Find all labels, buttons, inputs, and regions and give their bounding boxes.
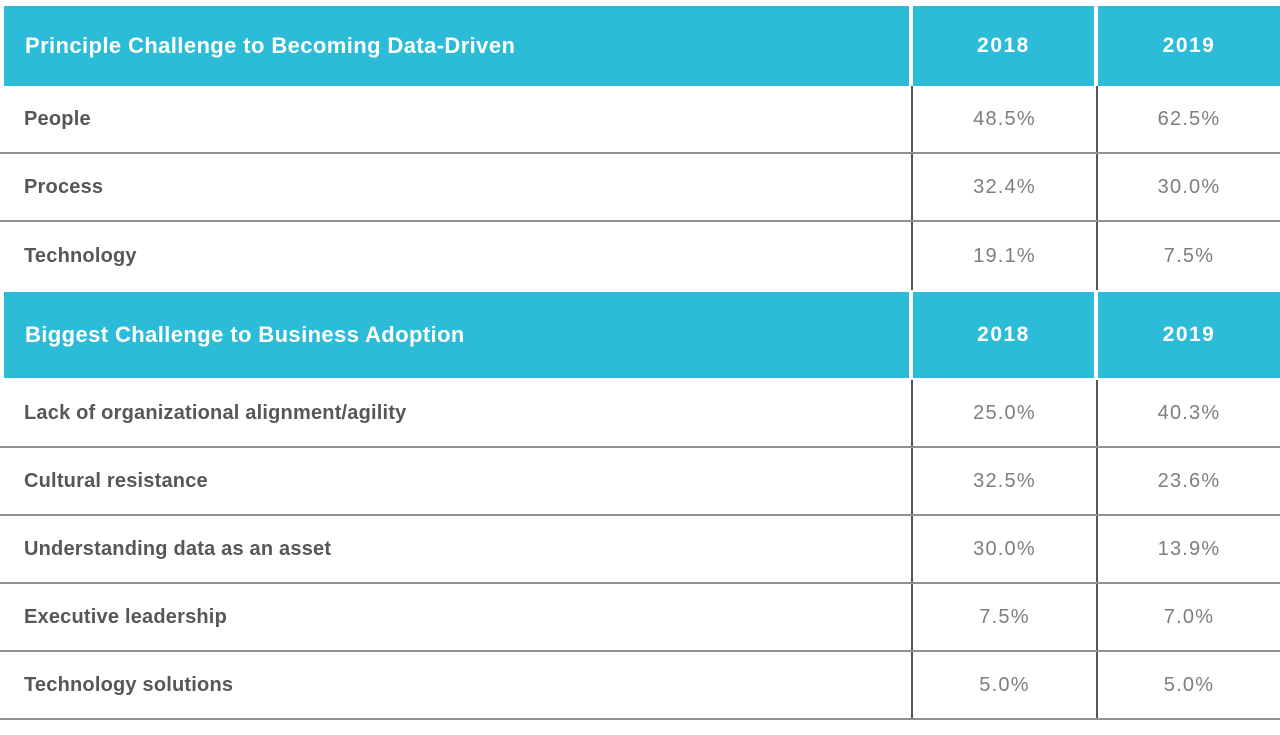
row-value-2019: 5.0% xyxy=(1096,652,1280,718)
challenges-table-figure: Principle Challenge to Becoming Data-Dri… xyxy=(0,6,1280,735)
table-row: Cultural resistance 32.5% 23.6% xyxy=(0,448,1280,516)
section-header-business-adoption: Biggest Challenge to Business Adoption 2… xyxy=(4,292,1280,378)
row-value-2019: 62.5% xyxy=(1096,86,1280,152)
row-label: Technology solutions xyxy=(24,673,234,696)
row-label: Cultural resistance xyxy=(24,469,208,492)
section-title: Principle Challenge to Becoming Data-Dri… xyxy=(4,6,909,86)
row-label: Process xyxy=(24,175,104,198)
row-label: Technology xyxy=(24,244,137,267)
section-title: Biggest Challenge to Business Adoption xyxy=(4,292,909,378)
row-value-2019: 40.3% xyxy=(1096,380,1280,446)
column-header-2019: 2019 xyxy=(1098,6,1280,86)
row-value-2018: 48.5% xyxy=(911,86,1096,152)
row-label: Lack of organizational alignment/agility xyxy=(24,401,407,424)
row-value-2019: 7.5% xyxy=(1096,222,1280,290)
row-value-2019: 30.0% xyxy=(1096,154,1280,220)
table-row: Lack of organizational alignment/agility… xyxy=(0,380,1280,448)
row-value-2018: 25.0% xyxy=(911,380,1096,446)
column-header-2018: 2018 xyxy=(913,292,1094,378)
table-row: Technology solutions 5.0% 5.0% xyxy=(0,652,1280,720)
row-value-2019: 13.9% xyxy=(1096,516,1280,582)
column-header-2018: 2018 xyxy=(913,6,1094,86)
row-value-2018: 5.0% xyxy=(911,652,1096,718)
table-row: People 48.5% 62.5% xyxy=(0,86,1280,154)
row-value-2019: 7.0% xyxy=(1096,584,1280,650)
row-value-2018: 7.5% xyxy=(911,584,1096,650)
row-label: Executive leadership xyxy=(24,605,227,628)
row-value-2018: 32.4% xyxy=(911,154,1096,220)
row-label: People xyxy=(24,107,91,130)
row-value-2019: 23.6% xyxy=(1096,448,1280,514)
row-value-2018: 32.5% xyxy=(911,448,1096,514)
row-value-2018: 19.1% xyxy=(911,222,1096,290)
table-row: Executive leadership 7.5% 7.0% xyxy=(0,584,1280,652)
table-row: Technology 19.1% 7.5% xyxy=(0,222,1280,290)
table-row: Understanding data as an asset 30.0% 13.… xyxy=(0,516,1280,584)
row-label: Understanding data as an asset xyxy=(24,537,332,560)
row-value-2018: 30.0% xyxy=(911,516,1096,582)
column-header-2019: 2019 xyxy=(1098,292,1280,378)
section-header-data-driven: Principle Challenge to Becoming Data-Dri… xyxy=(4,6,1280,86)
table-row: Process 32.4% 30.0% xyxy=(0,154,1280,222)
